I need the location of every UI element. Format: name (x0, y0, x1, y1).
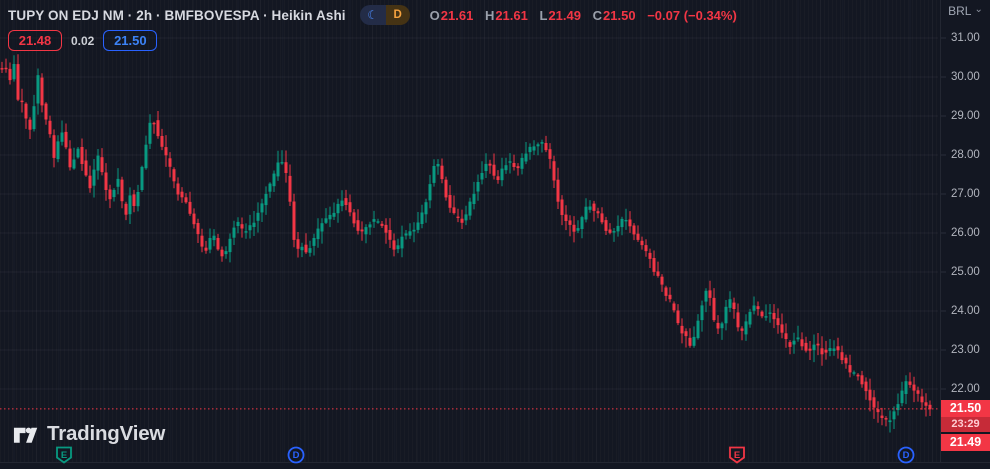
trade-buttons: 21.48 0.02 21.50 (8, 30, 158, 51)
market-closed-moon-icon: ☾ (359, 5, 386, 25)
earnings-marker-icon[interactable]: E (54, 445, 74, 465)
bid-price-label: 21.49 (941, 434, 990, 451)
currency-selector[interactable]: BRL ⌄ (941, 4, 990, 18)
market-status-toggle[interactable]: ☾ D (359, 5, 410, 25)
svg-text:E: E (61, 450, 67, 461)
high-label: H (484, 7, 495, 23)
svg-text:D: D (293, 450, 300, 461)
tradingview-logo[interactable]: TradingView (12, 421, 165, 447)
last-price-value: 21.50 (941, 400, 990, 417)
tradingview-logo-icon (13, 427, 38, 443)
earnings-marker-icon[interactable]: E (727, 445, 747, 465)
low-label: L (539, 7, 548, 23)
chart-header: TUPY ON EDJ NM · 2h · BMFBOVESPA · Heiki… (8, 5, 737, 25)
last-price-label: 21.50 23:29 (941, 400, 990, 432)
tradingview-logo-text: TradingView (47, 422, 166, 445)
time-axis[interactable] (0, 462, 990, 469)
close-value: 21.50 (603, 7, 636, 23)
price-tick-label: 24.00 (951, 305, 980, 317)
price-tick-label: 23.00 (951, 344, 980, 356)
price-tick-label: 26.00 (951, 227, 980, 239)
price-tick-label: 25.00 (951, 266, 980, 278)
dividend-marker-icon[interactable]: D (896, 445, 916, 465)
price-axis[interactable]: BRL ⌄ 31.00 30.00 29.00 28.00 27.00 26.00 25.0… (940, 0, 990, 462)
open-label: O (429, 7, 440, 23)
svg-text:E: E (734, 450, 740, 461)
chevron-down-icon: ⌄ (974, 4, 983, 15)
currency-label: BRL (948, 4, 972, 18)
price-tick-label: 29.00 (951, 110, 980, 122)
bar-close-countdown: 23:29 (941, 417, 990, 432)
low-value: 21.49 (548, 7, 581, 23)
open-value: 21.61 (440, 7, 474, 23)
svg-text:D: D (903, 450, 910, 461)
buy-price-button[interactable]: 21.50 (103, 30, 158, 51)
spread-value: 0.02 (71, 33, 95, 48)
ohlc-readout: O21.61 H21.61 L21.49 C21.50 −0.07 (−0.34… (430, 8, 737, 23)
price-tick-label: 28.00 (951, 149, 980, 161)
high-value: 21.61 (495, 7, 528, 23)
delayed-data-badge: D (385, 5, 410, 25)
chart-background-texture (0, 0, 938, 462)
dividend-marker-icon[interactable]: D (286, 445, 306, 465)
change-value: −0.07 (−0.34%) (647, 7, 737, 23)
price-tick-label: 22.00 (951, 383, 980, 395)
price-tick-label: 27.00 (951, 188, 980, 200)
price-tick-label: 31.00 (951, 32, 980, 44)
sell-price-button[interactable]: 21.48 (8, 30, 62, 51)
close-label: C (592, 7, 603, 23)
price-tick-label: 30.00 (951, 71, 980, 83)
symbol-title[interactable]: TUPY ON EDJ NM · 2h · BMFBOVESPA · Heiki… (8, 7, 346, 23)
